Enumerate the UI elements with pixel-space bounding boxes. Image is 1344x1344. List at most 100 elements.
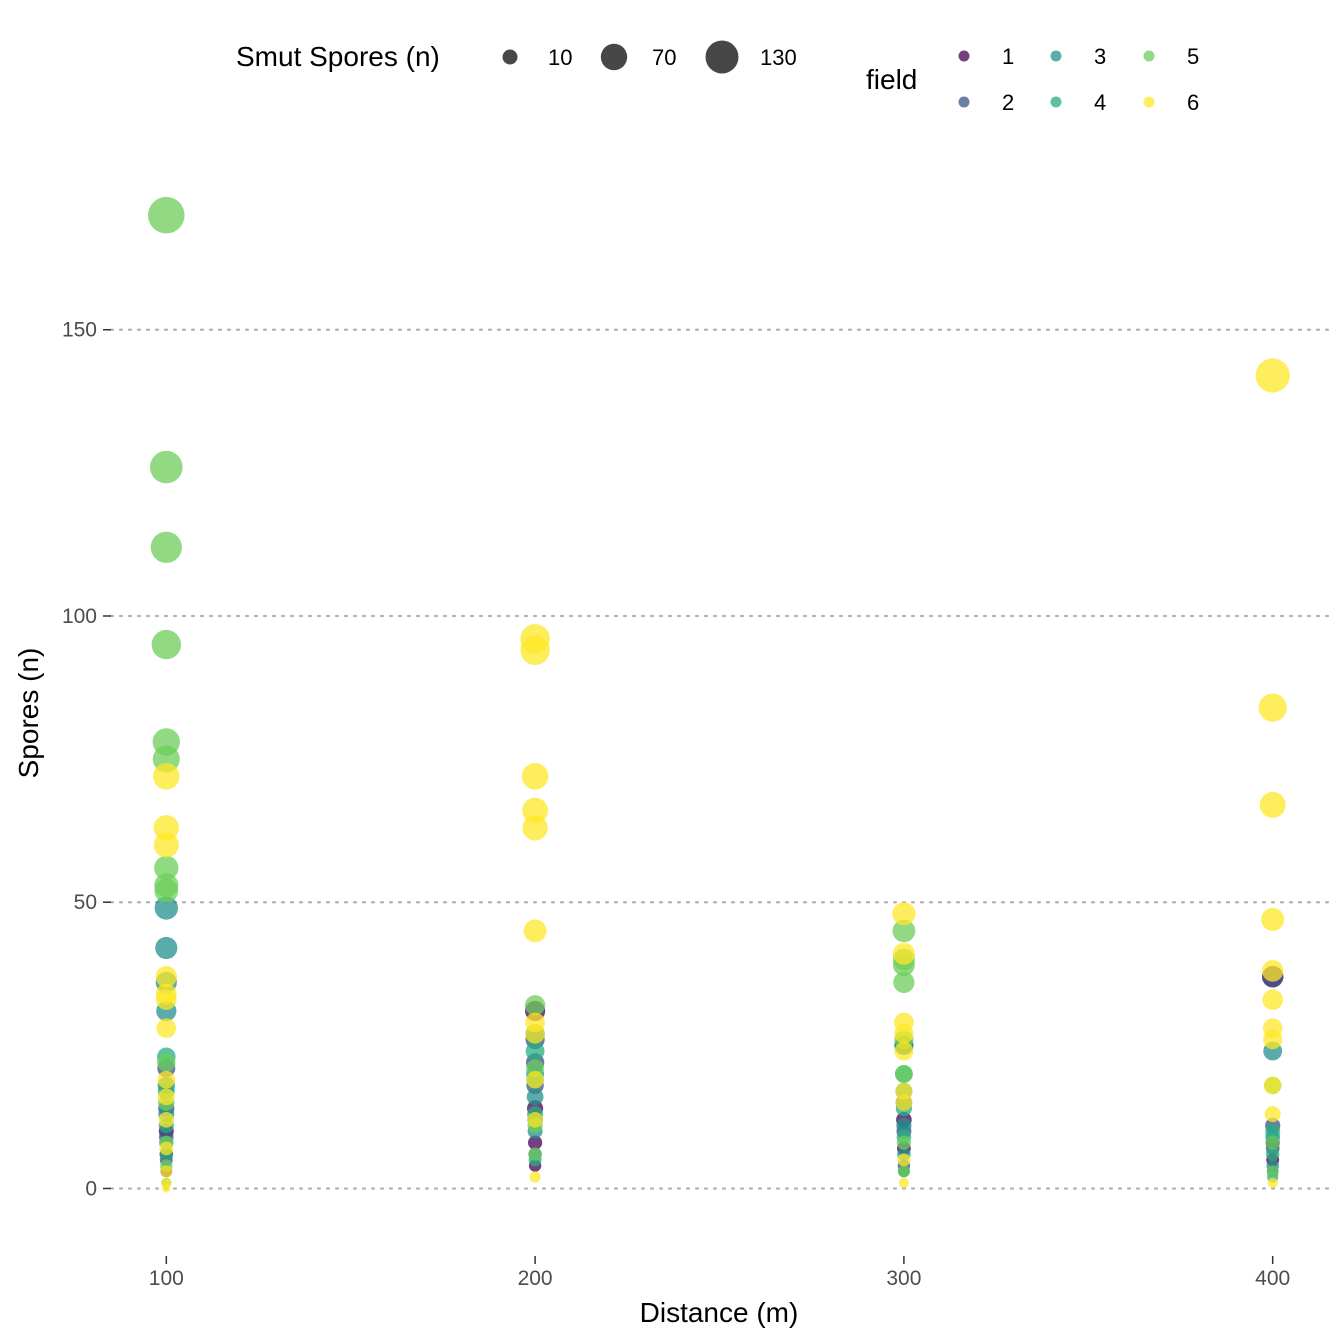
size-legend-label: 70 <box>652 45 676 70</box>
data-point-field-6 <box>156 1018 177 1038</box>
size-legend: Smut Spores (n) 10 70 130 <box>236 40 797 74</box>
color-legend-key-1 <box>958 50 970 62</box>
y-tick-label: 150 <box>62 319 97 342</box>
data-point-field-5 <box>1265 1135 1280 1150</box>
data-point-field-6 <box>894 1024 914 1044</box>
data-point-field-6 <box>527 1112 543 1128</box>
data-point-field-6 <box>153 815 179 841</box>
data-point-field-5 <box>154 855 179 881</box>
data-point-field-6 <box>1261 960 1284 982</box>
data-point-field-3 <box>154 896 178 920</box>
gridlines <box>109 328 1330 1190</box>
data-point-field-6 <box>1264 1106 1281 1123</box>
color-legend-label: 4 <box>1094 90 1106 115</box>
data-point-field-4 <box>525 1041 545 1061</box>
data-point-field-5 <box>157 1053 176 1072</box>
data-point-field-5 <box>892 919 916 943</box>
data-point-field-5 <box>898 1165 910 1178</box>
data-point-field-6 <box>161 1177 172 1188</box>
color-legend-label: 5 <box>1187 44 1199 69</box>
size-legend-key <box>600 43 628 71</box>
data-point-field-6 <box>157 1088 175 1106</box>
color-legend-label: 3 <box>1094 44 1106 69</box>
data-point-field-6 <box>521 763 549 790</box>
data-point-field-5 <box>528 1147 542 1161</box>
data-point-field-3 <box>526 1088 544 1106</box>
y-axis: 0 50 100 150 <box>62 319 111 1200</box>
data-point-field-6 <box>153 832 179 858</box>
color-legend-key-6 <box>1143 96 1155 108</box>
y-tick-label: 100 <box>62 605 97 628</box>
data-point-field-6 <box>526 1070 544 1089</box>
data-point-field-6 <box>892 942 915 965</box>
x-tick-label: 400 <box>1255 1267 1290 1290</box>
size-legend-title: Smut Spores (n) <box>236 41 440 72</box>
data-point-field-6 <box>155 966 177 988</box>
data-point-field-5 <box>150 531 182 563</box>
data-point-field-6 <box>1255 358 1290 393</box>
size-legend-key <box>502 49 518 65</box>
data-point-field-6 <box>162 1184 171 1193</box>
data-point-field-5 <box>524 995 546 1016</box>
data-point-field-6 <box>158 1112 175 1128</box>
x-axis: 100 200 300 400 <box>149 1256 1290 1290</box>
size-legend-label: 10 <box>548 45 572 70</box>
data-point-field-6 <box>1267 1177 1278 1188</box>
data-point-field-6 <box>1264 1076 1282 1095</box>
data-point-field-6 <box>1261 907 1285 931</box>
data-point-field-5 <box>896 1135 912 1150</box>
size-legend-key <box>705 40 739 74</box>
data-point-field-6 <box>894 1041 914 1061</box>
x-tick-label: 100 <box>149 1267 184 1290</box>
y-tick-label: 0 <box>85 1177 97 1200</box>
data-point-field-6 <box>160 1165 173 1178</box>
data-point-field-5 <box>151 629 181 660</box>
y-axis-title: Spores (n) <box>13 648 44 779</box>
data-point-field-6 <box>1263 1030 1283 1050</box>
data-point-field-6 <box>1259 791 1286 818</box>
y-tick-label: 50 <box>74 891 97 914</box>
data-point-field-5 <box>893 971 915 994</box>
data-point-field-6 <box>892 902 916 926</box>
color-legend-key-2 <box>958 96 970 108</box>
data-point-field-5 <box>150 450 183 484</box>
data-point-field-3 <box>155 936 178 960</box>
data-point-field-3 <box>896 1117 912 1134</box>
x-tick-label: 300 <box>886 1267 921 1290</box>
data-point-field-5 <box>154 878 179 903</box>
data-point-field-6 <box>522 815 548 841</box>
size-legend-label: 130 <box>760 45 797 70</box>
data-point-field-6 <box>1262 989 1283 1010</box>
color-legend-key-4 <box>1050 96 1062 108</box>
data-point-field-6 <box>895 1094 913 1111</box>
color-legend-title: field <box>866 64 917 95</box>
color-legend-label: 2 <box>1002 90 1014 115</box>
color-legend-key-3 <box>1050 50 1062 62</box>
color-legend-label: 6 <box>1187 90 1199 115</box>
color-legend-key-5 <box>1143 50 1155 62</box>
data-point-field-6 <box>895 1082 913 1100</box>
data-point-field-6 <box>1258 693 1287 722</box>
data-point-field-4 <box>1266 1147 1280 1161</box>
color-legend: field 1 2 3 4 5 6 <box>866 44 1199 115</box>
data-point-field-6 <box>520 635 550 665</box>
data-point-field-6 <box>153 763 180 790</box>
color-legend-label: 1 <box>1002 44 1014 69</box>
data-point-field-6 <box>157 1070 176 1089</box>
data-point-field-6 <box>897 1153 911 1167</box>
data-point-field-5 <box>1266 1165 1279 1178</box>
data-point-field-6 <box>898 1177 910 1188</box>
x-tick-label: 200 <box>518 1267 553 1290</box>
data-point-field-4 <box>1265 1123 1281 1139</box>
data-point-field-6 <box>156 989 177 1010</box>
data-point-field-5 <box>148 196 185 234</box>
data-point-field-6 <box>529 1171 541 1183</box>
data-point-field-6 <box>523 919 547 943</box>
data-point-field-1 <box>528 1135 543 1150</box>
x-axis-title: Distance (m) <box>640 1297 799 1328</box>
data-points <box>148 196 1290 1193</box>
data-point-field-5 <box>895 1065 913 1083</box>
data-point-field-6 <box>525 1024 545 1044</box>
data-point-field-6 <box>159 1141 174 1156</box>
